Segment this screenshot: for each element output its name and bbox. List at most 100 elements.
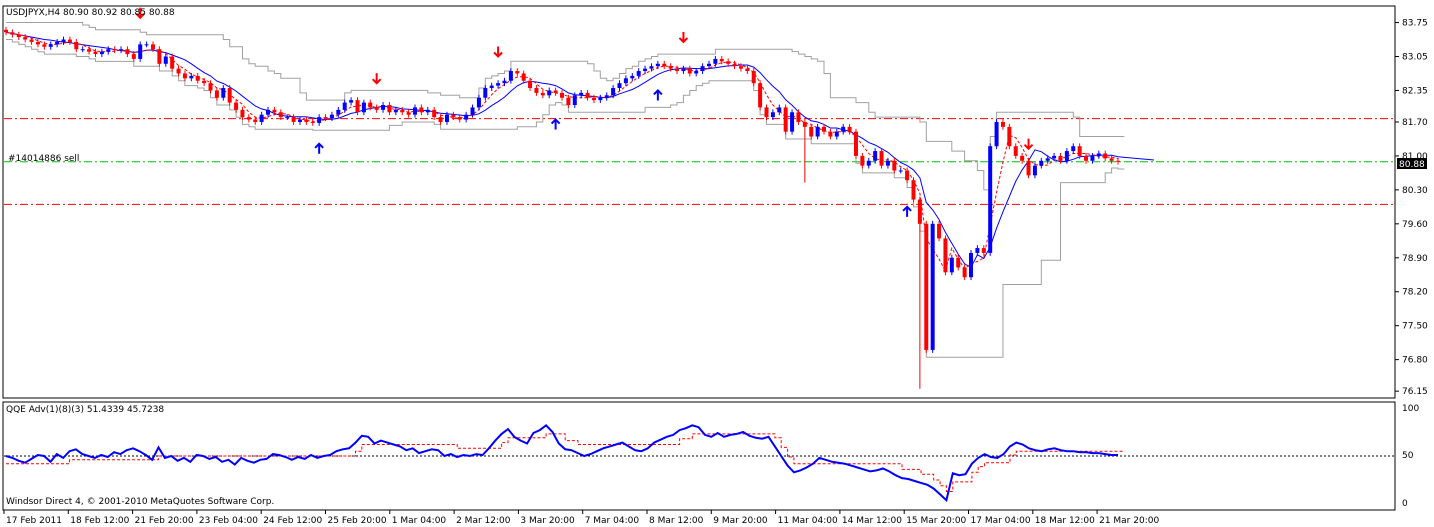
candle-body bbox=[157, 49, 162, 64]
candle-body bbox=[221, 88, 226, 98]
candle-body bbox=[1007, 126, 1012, 147]
candlesticks bbox=[4, 26, 1120, 389]
arrow-head bbox=[135, 12, 145, 20]
candle-body bbox=[55, 41, 60, 45]
x-tick-label: 18 Feb 12:00 bbox=[70, 516, 129, 526]
current-price-label: 80.88 bbox=[1399, 160, 1425, 170]
candle-body bbox=[1090, 155, 1095, 161]
candle-body bbox=[361, 102, 366, 113]
candle-body bbox=[425, 109, 430, 113]
buy-arrow-icon bbox=[653, 89, 663, 101]
candle-body bbox=[266, 109, 271, 115]
candle-body bbox=[323, 117, 328, 119]
candle-body bbox=[278, 112, 283, 118]
x-tick-label: 9 Mar 20:00 bbox=[713, 516, 768, 526]
candle-body bbox=[860, 155, 865, 166]
candle-body bbox=[700, 66, 705, 72]
candle-body bbox=[911, 180, 916, 200]
indicator-pane-frame bbox=[2, 401, 1396, 511]
candle-body bbox=[227, 88, 232, 103]
candle-body bbox=[253, 119, 258, 122]
candle-body bbox=[1058, 155, 1063, 161]
candle-body bbox=[566, 97, 571, 105]
candle-body bbox=[387, 105, 392, 113]
candle-body bbox=[470, 107, 475, 115]
y-tick-label: 76.80 bbox=[1402, 356, 1428, 366]
x-tick-label: 17 Feb 2011 bbox=[6, 516, 62, 526]
candle-body bbox=[738, 66, 743, 69]
candle-body bbox=[681, 68, 686, 72]
candle-body bbox=[489, 85, 494, 89]
sell-arrow-icon bbox=[678, 31, 689, 44]
candle-body bbox=[885, 160, 890, 166]
candle-body bbox=[304, 119, 309, 122]
x-tick-label: 1 Mar 04:00 bbox=[392, 516, 447, 526]
candle-body bbox=[611, 88, 616, 96]
candle-body bbox=[400, 109, 405, 113]
candle-body bbox=[457, 117, 462, 120]
candle-body bbox=[170, 56, 175, 69]
candle-body bbox=[406, 112, 411, 115]
candle-body bbox=[508, 71, 513, 81]
candle-body bbox=[496, 83, 501, 86]
buy-arrow-icon bbox=[902, 205, 912, 217]
candle-body bbox=[1071, 146, 1076, 152]
arrow-head bbox=[653, 89, 663, 96]
copyright-footer: Windsor Direct 4, © 2001-2010 MetaQuotes… bbox=[6, 497, 274, 507]
candle-body bbox=[125, 49, 130, 55]
candle-body bbox=[1084, 155, 1089, 161]
candle-body bbox=[630, 75, 635, 79]
arrow-head bbox=[314, 142, 324, 149]
candle-body bbox=[949, 257, 954, 273]
candle-body bbox=[649, 66, 654, 69]
candle-body bbox=[969, 252, 974, 278]
y-tick-label: 77.50 bbox=[1402, 322, 1428, 332]
x-tick-label: 8 Mar 12:00 bbox=[649, 516, 704, 526]
y-tick-label: 78.20 bbox=[1402, 288, 1428, 298]
candle-body bbox=[355, 100, 360, 113]
candle-body bbox=[112, 49, 117, 51]
candle-body bbox=[476, 97, 481, 108]
candle-body bbox=[483, 88, 488, 98]
candle-body bbox=[349, 100, 354, 103]
candle-body bbox=[259, 114, 264, 122]
sell-arrow-icon bbox=[1023, 138, 1034, 151]
candle-body bbox=[131, 54, 136, 59]
candle-body bbox=[99, 51, 104, 55]
x-tick-label: 15 Mar 20:00 bbox=[906, 516, 966, 526]
candle-body bbox=[291, 117, 296, 122]
horizontal-levels bbox=[4, 118, 1394, 205]
arrow-head bbox=[1023, 143, 1034, 151]
candle-body bbox=[706, 63, 711, 67]
x-tick-label: 21 Mar 20:00 bbox=[1099, 516, 1159, 526]
candle-body bbox=[585, 92, 590, 98]
candle-body bbox=[745, 68, 750, 72]
price-pane-frame bbox=[2, 5, 1396, 399]
x-tick-label: 21 Feb 20:00 bbox=[135, 516, 194, 526]
candle-body bbox=[905, 170, 910, 181]
time-axis: 17 Feb 2011 18 Feb 12:00 21 Feb 20:00 23 Fe… bbox=[3, 510, 1159, 526]
arrow-head bbox=[371, 78, 382, 85]
candle-body bbox=[74, 41, 79, 50]
sell-arrow-icon bbox=[371, 73, 382, 85]
candle-body bbox=[451, 114, 456, 118]
candle-body bbox=[176, 68, 181, 74]
candle-body bbox=[917, 199, 922, 224]
candle-body bbox=[42, 44, 47, 47]
candle-body bbox=[1032, 165, 1037, 176]
candle-body bbox=[182, 73, 187, 79]
candle-body bbox=[694, 71, 699, 74]
candle-body bbox=[719, 58, 724, 62]
candle-body bbox=[828, 131, 833, 137]
candle-body bbox=[144, 44, 149, 46]
candle-body bbox=[866, 160, 871, 166]
sell-arrow-icon bbox=[493, 46, 503, 58]
candle-body bbox=[246, 117, 251, 120]
candle-body bbox=[988, 146, 993, 253]
candle-body bbox=[1039, 160, 1044, 166]
candle-body bbox=[981, 248, 986, 253]
y-tick-label: 81.70 bbox=[1402, 118, 1428, 128]
candle-body bbox=[1020, 155, 1025, 161]
x-tick-label: 3 Mar 20:00 bbox=[520, 516, 575, 526]
candle-body bbox=[515, 71, 520, 74]
